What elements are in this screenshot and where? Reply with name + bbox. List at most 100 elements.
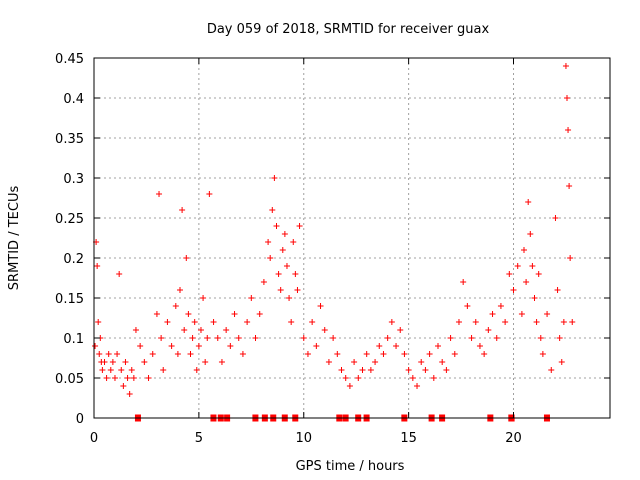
data-point bbox=[153, 311, 160, 317]
data-point bbox=[283, 263, 290, 269]
data-point bbox=[330, 335, 337, 341]
data-point bbox=[359, 367, 366, 373]
data-point bbox=[525, 199, 532, 205]
data-point bbox=[497, 303, 504, 309]
data-point bbox=[376, 343, 383, 349]
data-point bbox=[510, 287, 517, 293]
data-point bbox=[321, 327, 328, 333]
grid bbox=[94, 58, 610, 418]
data-point bbox=[405, 367, 412, 373]
y-tick-label: 0.25 bbox=[55, 212, 84, 227]
data-point bbox=[493, 335, 500, 341]
y-tick-label: 0.1 bbox=[63, 332, 84, 347]
data-point bbox=[537, 335, 544, 341]
data-point bbox=[569, 319, 576, 325]
data-point bbox=[502, 319, 509, 325]
data-point bbox=[223, 327, 230, 333]
data-point bbox=[313, 343, 320, 349]
x-tick-label: 20 bbox=[505, 431, 522, 446]
data-point bbox=[275, 271, 282, 277]
data-point bbox=[210, 319, 217, 325]
data-point bbox=[141, 359, 148, 365]
data-point bbox=[156, 191, 163, 197]
data-point bbox=[317, 303, 324, 309]
y-tick-label: 0.45 bbox=[55, 52, 84, 67]
data-point bbox=[443, 367, 450, 373]
y-tick-label: 0.3 bbox=[63, 172, 84, 187]
data-point bbox=[248, 295, 255, 301]
data-point bbox=[523, 279, 530, 285]
data-point bbox=[384, 335, 391, 341]
data-point bbox=[539, 351, 546, 357]
data-point bbox=[111, 375, 118, 381]
data-point bbox=[439, 359, 446, 365]
data-point bbox=[544, 311, 551, 317]
data-point bbox=[200, 295, 207, 301]
data-point bbox=[227, 343, 234, 349]
data-point bbox=[300, 335, 307, 341]
data-point bbox=[124, 375, 131, 381]
data-point bbox=[235, 335, 242, 341]
data-point bbox=[527, 231, 534, 237]
data-point bbox=[401, 351, 408, 357]
data-point bbox=[279, 247, 286, 253]
data-point bbox=[189, 335, 196, 341]
data-point bbox=[204, 335, 211, 341]
data-point bbox=[304, 351, 311, 357]
y-tick-label: 0.05 bbox=[55, 372, 84, 387]
data-point bbox=[468, 335, 475, 341]
data-point bbox=[531, 295, 538, 301]
plot-frame bbox=[93, 57, 611, 419]
data-points bbox=[92, 63, 576, 397]
data-point bbox=[214, 335, 221, 341]
x-tick-label: 0 bbox=[90, 431, 98, 446]
data-point bbox=[126, 391, 133, 397]
data-point bbox=[388, 319, 395, 325]
y-tick-label: 0.4 bbox=[63, 92, 84, 107]
data-point bbox=[455, 319, 462, 325]
data-point bbox=[256, 311, 263, 317]
data-point bbox=[435, 343, 441, 349]
data-point bbox=[267, 255, 274, 261]
data-point bbox=[277, 287, 284, 293]
data-point bbox=[418, 359, 425, 365]
data-point bbox=[168, 343, 175, 349]
y-tick-label: 0.35 bbox=[55, 132, 84, 147]
data-point bbox=[130, 375, 137, 381]
data-point bbox=[430, 375, 437, 381]
data-point bbox=[195, 343, 202, 349]
data-point bbox=[564, 95, 570, 101]
data-point bbox=[197, 327, 204, 333]
data-point bbox=[177, 287, 183, 293]
data-point bbox=[535, 271, 542, 277]
data-point bbox=[202, 359, 209, 365]
data-point bbox=[409, 375, 416, 381]
data-point bbox=[149, 351, 156, 357]
data-point bbox=[426, 351, 433, 357]
data-point bbox=[128, 367, 135, 373]
data-point bbox=[158, 335, 165, 341]
y-axis-label: SRMTID / TECUs bbox=[7, 186, 22, 291]
data-point bbox=[185, 311, 192, 317]
data-point bbox=[122, 359, 129, 365]
y-tick-label: 0.2 bbox=[63, 252, 84, 267]
data-point bbox=[529, 263, 536, 269]
data-point bbox=[562, 63, 569, 69]
data-point bbox=[451, 351, 458, 357]
x-axis-ticks: 0 5 10 15 20 bbox=[90, 58, 522, 446]
data-point bbox=[252, 335, 259, 341]
data-point bbox=[107, 367, 114, 373]
data-point bbox=[160, 367, 167, 373]
y-tick-label: 0.15 bbox=[55, 292, 84, 307]
x-tick-label: 10 bbox=[295, 431, 312, 446]
data-point bbox=[132, 327, 139, 333]
data-point bbox=[218, 359, 225, 365]
data-point bbox=[485, 327, 492, 333]
data-point bbox=[114, 351, 121, 357]
x-axis-label: GPS time / hours bbox=[296, 459, 405, 474]
data-point bbox=[422, 367, 429, 373]
data-point bbox=[567, 255, 574, 261]
data-point bbox=[105, 351, 112, 357]
data-point bbox=[521, 247, 527, 253]
